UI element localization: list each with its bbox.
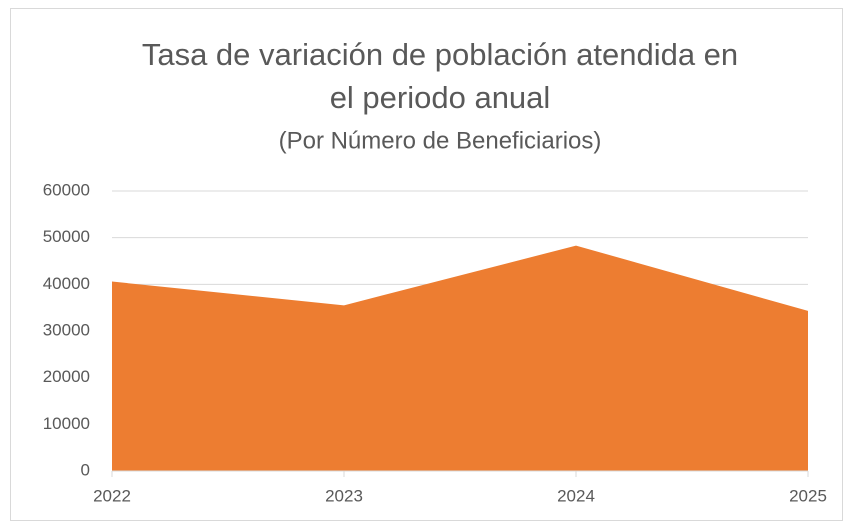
y-tick-label: 60000	[43, 180, 90, 199]
chart-subtitle: (Por Número de Beneficiarios)	[279, 127, 602, 154]
y-tick-label: 0	[81, 460, 90, 479]
y-tick-label: 40000	[43, 274, 90, 293]
area	[112, 245, 808, 471]
x-tick-label: 2022	[93, 486, 131, 505]
x-tick-label: 2025	[789, 486, 827, 505]
x-tick-label: 2024	[557, 486, 595, 505]
y-tick-label: 30000	[43, 320, 90, 339]
x-tick-label: 2023	[325, 486, 363, 505]
chart-title: Tasa de variación de población atendida …	[142, 37, 738, 72]
y-tick-label: 50000	[43, 227, 90, 246]
chart-title: el periodo anual	[330, 80, 551, 115]
y-tick-label: 20000	[43, 367, 90, 386]
y-tick-label: 10000	[43, 414, 90, 433]
